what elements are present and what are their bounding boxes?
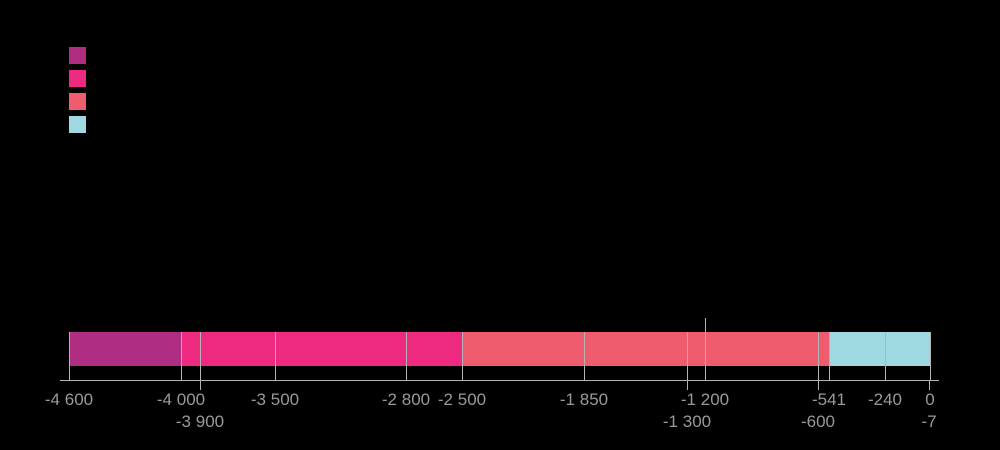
chart-legend bbox=[69, 47, 86, 133]
x-axis-tick bbox=[275, 371, 276, 381]
x-axis-tick-label: 0 bbox=[925, 390, 935, 409]
x-axis-tick-label: -2 500 bbox=[437, 390, 487, 409]
legend-swatch-segment-4 bbox=[69, 116, 86, 133]
bar-segment[interactable] bbox=[69, 332, 182, 366]
x-axis-tick-label: -2 800 bbox=[381, 390, 431, 409]
legend-item[interactable] bbox=[69, 116, 86, 133]
gridline bbox=[275, 332, 276, 380]
gridline bbox=[69, 332, 70, 380]
gridline bbox=[584, 332, 585, 380]
legend-item[interactable] bbox=[69, 47, 86, 64]
gridline bbox=[687, 332, 688, 380]
legend-swatch-segment-2 bbox=[69, 70, 86, 87]
x-axis-tick-label: -600 bbox=[800, 412, 836, 431]
x-axis-tick bbox=[930, 371, 931, 381]
x-axis-tick bbox=[181, 371, 182, 381]
x-axis-tick bbox=[818, 380, 819, 390]
bar-segment[interactable] bbox=[462, 332, 829, 366]
x-axis-tick-label: -1 200 bbox=[680, 390, 730, 409]
x-axis-tick bbox=[705, 371, 706, 381]
x-axis-tick bbox=[929, 380, 930, 390]
x-axis-tick bbox=[406, 371, 407, 381]
bar-segment[interactable] bbox=[181, 332, 463, 366]
x-axis-tick bbox=[462, 371, 463, 381]
gridline bbox=[705, 318, 706, 380]
x-axis-tick-label: -240 bbox=[867, 390, 903, 409]
x-axis-tick bbox=[69, 371, 70, 381]
legend-item[interactable] bbox=[69, 93, 86, 110]
gridline bbox=[462, 332, 463, 380]
legend-swatch-segment-1 bbox=[69, 47, 86, 64]
x-axis-tick-label: -541 bbox=[811, 390, 847, 409]
gridline bbox=[930, 332, 931, 380]
x-axis-line bbox=[60, 380, 939, 381]
x-axis-tick-label: -3 900 bbox=[175, 412, 225, 431]
gridline bbox=[818, 332, 819, 380]
x-axis-tick-label: -7 bbox=[921, 412, 937, 431]
gridline bbox=[885, 332, 886, 380]
gridline bbox=[406, 332, 407, 380]
x-axis-tick-label: -3 500 bbox=[250, 390, 300, 409]
x-axis-tick bbox=[200, 380, 201, 390]
legend-swatch-segment-3 bbox=[69, 93, 86, 110]
stacked-bar bbox=[69, 332, 930, 366]
legend-item[interactable] bbox=[69, 70, 86, 87]
gridline bbox=[181, 332, 182, 380]
x-axis-tick-label: -4 600 bbox=[44, 390, 94, 409]
x-axis-tick-label: -1 300 bbox=[662, 412, 712, 431]
bar-segment[interactable] bbox=[828, 332, 930, 366]
x-axis-tick bbox=[829, 371, 830, 381]
x-axis-tick-label: -4 000 bbox=[156, 390, 206, 409]
x-axis-tick bbox=[584, 371, 585, 381]
gridline bbox=[829, 332, 830, 380]
gridline bbox=[200, 332, 201, 380]
x-axis-tick bbox=[885, 371, 886, 381]
x-axis-tick bbox=[687, 380, 688, 390]
x-axis-tick-label: -1 850 bbox=[559, 390, 609, 409]
